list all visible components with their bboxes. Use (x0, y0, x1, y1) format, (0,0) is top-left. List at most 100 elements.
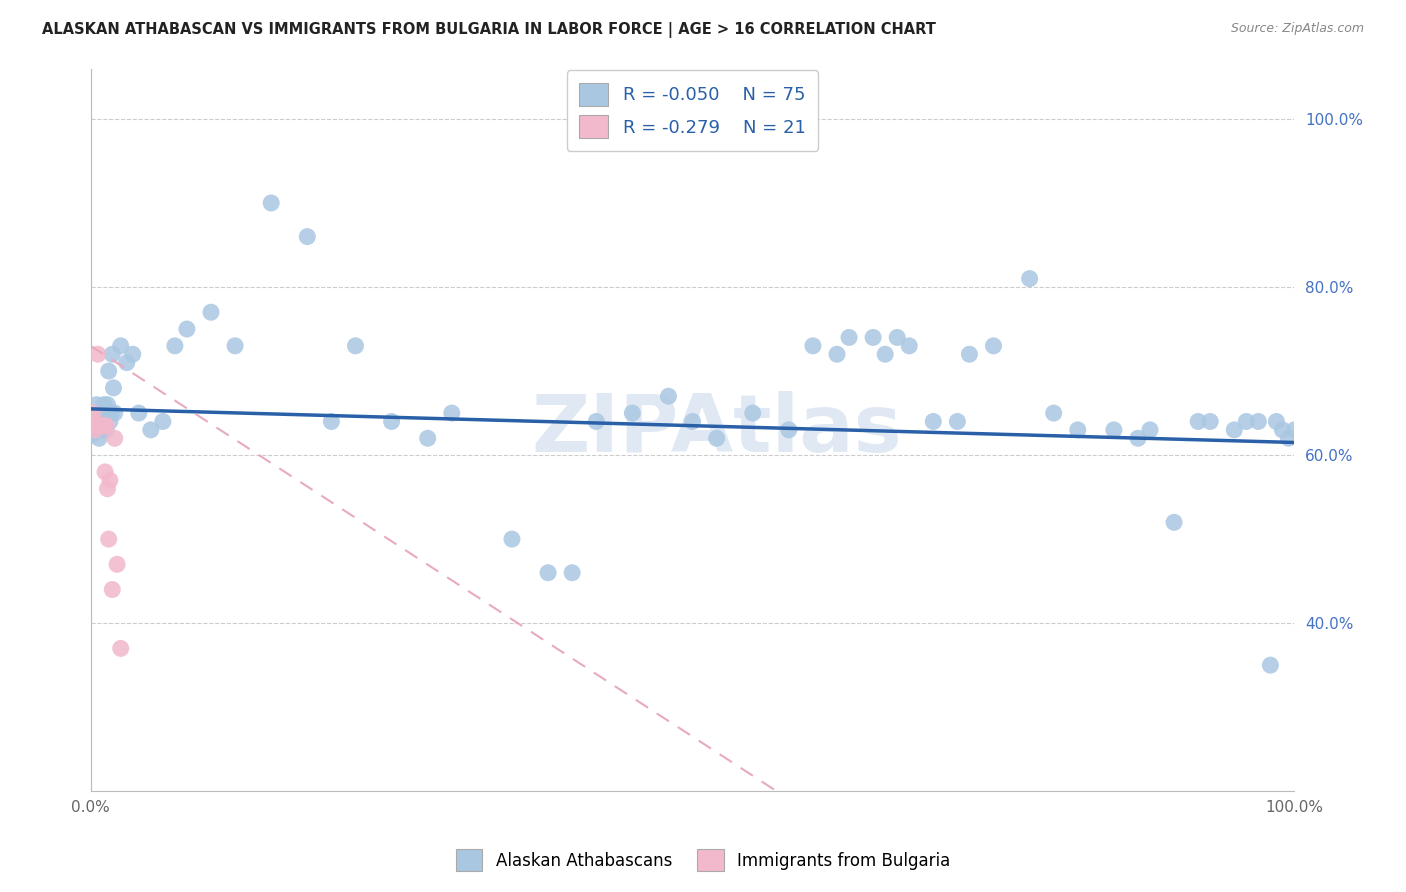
Point (1265, 414, 1288, 428)
Point (957, 347, 980, 361)
Point (86, 418, 108, 433)
Point (561, 566, 583, 580)
Point (1223, 423, 1246, 437)
Point (97, 532, 120, 546)
Point (94, 465, 117, 479)
Point (297, 229, 319, 244)
Point (96, 482, 118, 496)
Point (682, 414, 704, 428)
Point (91, 423, 114, 437)
Point (1284, 423, 1306, 437)
Point (1247, 414, 1270, 428)
Point (875, 347, 897, 361)
Point (1018, 271, 1040, 285)
Point (121, 347, 143, 361)
Point (83, 414, 105, 428)
Point (1199, 414, 1222, 428)
Point (101, 347, 124, 361)
Legend: R = -0.050    N = 75, R = -0.279    N = 21: R = -0.050 N = 75, R = -0.279 N = 21 (567, 70, 818, 151)
Point (838, 330, 860, 344)
Point (84, 423, 107, 437)
Point (1126, 431, 1149, 445)
Point (1163, 516, 1185, 530)
Point (82, 406, 104, 420)
Point (1067, 423, 1090, 437)
Point (416, 431, 439, 445)
Point (93, 398, 115, 412)
Point (87, 347, 110, 361)
Point (83, 418, 105, 433)
Point (87, 431, 110, 445)
Point (139, 423, 162, 437)
Point (1187, 414, 1209, 428)
Point (98, 414, 121, 428)
Point (1042, 406, 1064, 420)
Point (1271, 423, 1294, 437)
Point (87, 418, 110, 433)
Point (96, 398, 118, 412)
Point (96, 418, 118, 433)
Point (89, 418, 111, 433)
Point (825, 347, 848, 361)
Point (103, 381, 125, 395)
Point (1260, 658, 1282, 673)
Point (105, 558, 128, 572)
Point (440, 406, 463, 420)
Point (96, 423, 118, 437)
Point (84, 423, 107, 437)
Point (110, 641, 132, 656)
Point (91, 418, 114, 433)
Point (110, 339, 132, 353)
Point (886, 330, 908, 344)
Point (87, 414, 110, 428)
Point (946, 414, 969, 428)
Point (344, 339, 367, 353)
Point (621, 406, 644, 420)
Point (97, 364, 120, 378)
Point (115, 356, 138, 370)
Point (898, 339, 921, 353)
Point (82, 427, 104, 442)
Point (801, 339, 824, 353)
Point (224, 339, 246, 353)
Text: ZIPAtlas: ZIPAtlas (531, 391, 903, 469)
Point (104, 406, 127, 420)
Point (537, 566, 560, 580)
Point (100, 406, 122, 420)
Point (922, 414, 945, 428)
Point (862, 330, 884, 344)
Point (176, 322, 198, 336)
Point (321, 414, 343, 428)
Point (657, 389, 679, 403)
Point (80, 418, 103, 433)
Point (381, 414, 404, 428)
Legend: Alaskan Athabascans, Immigrants from Bulgaria: Alaskan Athabascans, Immigrants from Bul… (447, 841, 959, 880)
Point (89, 414, 111, 428)
Point (706, 431, 728, 445)
Point (501, 532, 523, 546)
Text: Source: ZipAtlas.com: Source: ZipAtlas.com (1230, 22, 1364, 36)
Point (778, 423, 800, 437)
Point (983, 339, 1005, 353)
Point (94, 406, 117, 420)
Point (585, 414, 607, 428)
Point (86, 398, 108, 412)
Point (163, 339, 186, 353)
Point (200, 305, 222, 319)
Point (93, 418, 115, 433)
Point (90, 423, 112, 437)
Point (1102, 423, 1125, 437)
Point (1277, 431, 1299, 445)
Point (128, 406, 150, 420)
Point (741, 406, 763, 420)
Point (101, 582, 124, 597)
Point (152, 414, 174, 428)
Text: ALASKAN ATHABASCAN VS IMMIGRANTS FROM BULGARIA IN LABOR FORCE | AGE > 16 CORRELA: ALASKAN ATHABASCAN VS IMMIGRANTS FROM BU… (42, 22, 936, 38)
Point (90, 418, 112, 433)
Point (1139, 423, 1161, 437)
Point (1234, 414, 1257, 428)
Point (260, 196, 283, 211)
Point (98, 473, 121, 487)
Point (83, 414, 105, 428)
Point (80, 418, 103, 433)
